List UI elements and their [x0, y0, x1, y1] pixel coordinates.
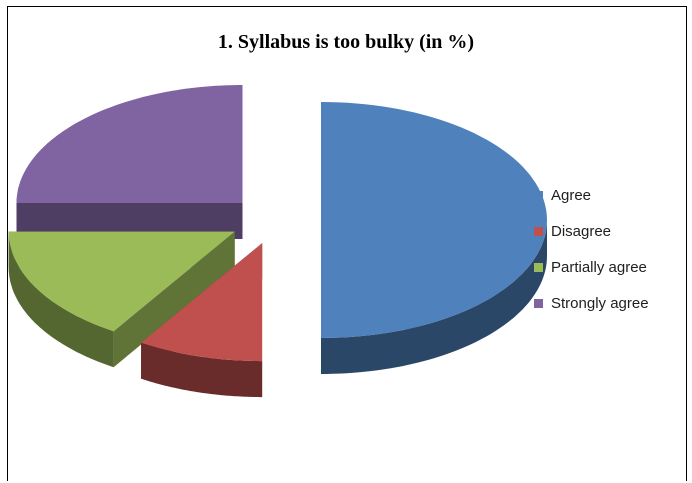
- legend-label: Partially agree: [551, 258, 647, 276]
- pie-slice-partially-agree: [8, 231, 235, 368]
- legend-label: Disagree: [551, 222, 612, 240]
- legend-label: Agree: [551, 186, 592, 204]
- legend-swatch: [534, 298, 543, 308]
- chart-title: 1. Syllabus is too bulky (in %): [217, 31, 475, 53]
- pie-slice-agree: [321, 102, 547, 374]
- legend-item-disagree: Disagree: [534, 222, 649, 240]
- legend-item-agree: Agree: [534, 186, 649, 204]
- pie-slice-top: [16, 85, 243, 203]
- pie-slice-rim: [141, 342, 263, 398]
- pie-slice-disagree: [141, 243, 263, 398]
- legend-swatch: [534, 262, 543, 272]
- pie-slice-wall-start: [16, 203, 243, 239]
- pie-slice-rim: [321, 220, 547, 374]
- legend-label: Strongly agree: [551, 294, 649, 312]
- pie-slice-top: [8, 231, 235, 332]
- legend-swatch: [534, 226, 543, 236]
- legend-item-strongly-agree: Strongly agree: [534, 294, 649, 312]
- legend-item-partially-agree: Partially agree: [534, 258, 649, 276]
- pie-slice-rim: [8, 231, 114, 368]
- pie-slice-top: [141, 243, 263, 362]
- legend-swatch: [534, 190, 543, 200]
- pie-slice-strongly-agree: [16, 85, 243, 239]
- legend: Agree Disagree Partially agree Strongly agr…: [534, 186, 649, 330]
- pie-slice-top: [321, 102, 547, 338]
